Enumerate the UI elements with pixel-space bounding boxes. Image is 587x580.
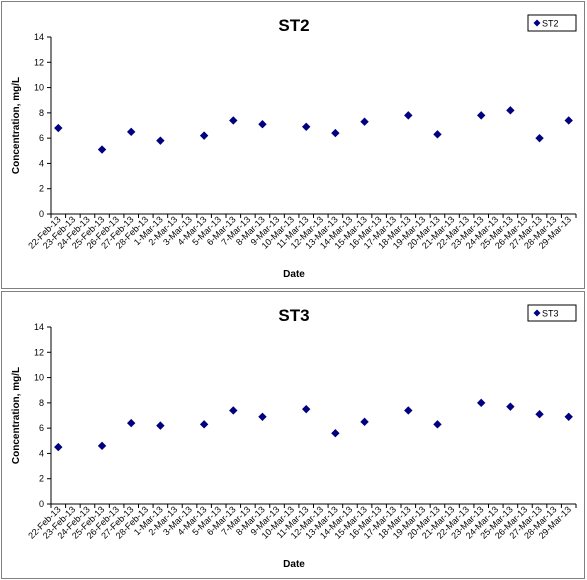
chart-title: ST3 (278, 306, 309, 325)
data-point (360, 417, 369, 427)
legend-box (527, 304, 577, 322)
data-point (229, 406, 238, 415)
data-point (97, 441, 107, 451)
data-point (433, 420, 442, 429)
data-point (97, 145, 107, 154)
chart-panel-st2: ST2 ST2 0 2 4 6 8 10 12 14 22-Feb-13 23-Feb-13 24-Fe… (1, 1, 585, 289)
data-point (199, 420, 209, 429)
y-axis-title: Concentration, mg/L (11, 77, 22, 174)
data-point (127, 418, 136, 428)
data-point (156, 421, 165, 430)
y-tick-label: 14 (34, 322, 44, 332)
data-point (199, 131, 209, 140)
data-point (564, 116, 573, 125)
chart-title: ST2 (278, 16, 309, 35)
y-tick-label: 12 (34, 347, 44, 357)
data-point (258, 412, 267, 421)
legend-marker-icon (533, 309, 541, 317)
data-point (258, 120, 267, 129)
y-tick-label: 10 (34, 373, 44, 383)
data-point (127, 127, 136, 137)
y-tick-label: 8 (39, 108, 44, 118)
x-axis-title: Date (283, 269, 305, 280)
chart-panel-st3: ST3 ST3 0 2 4 6 8 10 12 14 22-Feb-13 23-Feb-13 24-Fe… (1, 291, 585, 579)
data-point (331, 128, 340, 138)
legend-box (527, 14, 577, 32)
data-point (331, 429, 340, 438)
data-point (302, 404, 311, 414)
y-tick-label: 10 (34, 83, 44, 93)
y-tick-label: 14 (34, 32, 44, 42)
data-point (477, 398, 486, 408)
data-point (433, 130, 442, 139)
y-tick-label: 4 (39, 448, 44, 458)
data-point (54, 442, 63, 452)
data-point (54, 123, 63, 133)
y-tick-label: 12 (34, 57, 44, 67)
data-point (360, 117, 369, 126)
y-tick-label: 0 (39, 499, 44, 509)
data-point (506, 402, 515, 411)
data-point (302, 122, 311, 131)
data-point (156, 136, 165, 145)
y-tick-label: 6 (39, 423, 44, 433)
y-tick-label: 8 (39, 398, 44, 408)
y-tick-label: 0 (39, 209, 44, 219)
chart-st3: ST3 ST30246810121422-Feb-1323-Feb-1324-Fe… (11, 304, 577, 570)
y-axis-title: Concentration, mg/L (11, 367, 22, 464)
data-point (477, 111, 486, 120)
legend-entry: ST2 (542, 19, 559, 29)
data-point (535, 410, 544, 419)
data-point (229, 116, 238, 125)
legend-marker-icon (533, 19, 541, 27)
data-point (506, 106, 515, 115)
chart-st2: ST2 ST20246810121422-Feb-1323-Feb-1324-Fe… (11, 14, 577, 280)
y-tick-label: 4 (39, 158, 44, 168)
y-tick-label: 2 (39, 184, 44, 194)
x-axis-title: Date (283, 559, 305, 570)
data-point (404, 111, 413, 120)
data-point (535, 133, 544, 143)
y-tick-label: 2 (39, 474, 44, 484)
legend-entry: ST3 (542, 309, 559, 319)
data-point (564, 412, 573, 421)
y-tick-label: 6 (39, 133, 44, 143)
legend: ST3 (527, 304, 577, 322)
data-point (404, 406, 413, 415)
legend: ST2 (527, 14, 577, 32)
